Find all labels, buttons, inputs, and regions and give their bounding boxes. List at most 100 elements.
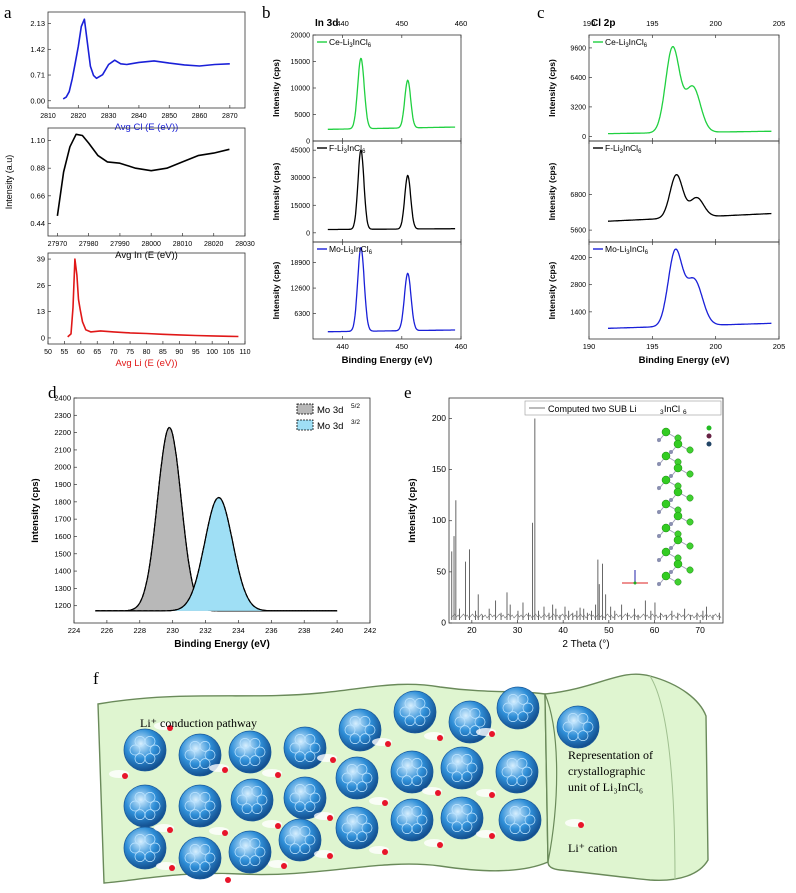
sphere-facet <box>582 721 594 733</box>
sphere-facet <box>239 855 251 867</box>
crystal-atom-in <box>657 510 661 514</box>
inset-legend-dot <box>706 425 712 431</box>
xps-spectrum <box>608 248 772 329</box>
xps-frame-3-1 <box>312 140 462 243</box>
y-tick-label: 2100 <box>54 445 71 454</box>
crystal-atom-cl <box>686 518 694 526</box>
x-tick-label: 27970 <box>48 241 68 248</box>
crystallographic-unit-sphere <box>228 730 272 774</box>
li-cation-legend <box>578 822 584 828</box>
x-tick-label: 234 <box>232 626 245 635</box>
crystal-atom-in <box>657 462 661 466</box>
sphere-facet <box>189 861 201 873</box>
sphere-body <box>393 690 437 734</box>
sphere-facet <box>459 725 471 737</box>
sphere-facet <box>309 742 321 754</box>
sphere-facet <box>134 753 146 765</box>
x-tick-label: 236 <box>265 626 278 635</box>
sphere-facet <box>144 735 156 747</box>
representation-label: crystallographic <box>568 764 645 778</box>
sphere-facet <box>446 812 458 824</box>
crystal-atom-cl <box>673 487 683 497</box>
li-cation <box>167 827 173 833</box>
y-tick-label: 6300 <box>294 311 310 318</box>
y-axis-label: Intensity (cps) <box>271 163 281 221</box>
crystallographic-unit-sphere <box>178 836 222 880</box>
x-tick-label: 110 <box>239 349 250 356</box>
y-tick-label: 20000 <box>291 33 311 40</box>
x-tick-label: 205 <box>773 342 786 351</box>
crystal-atom-in <box>669 522 673 526</box>
inset-legend-dot <box>706 441 712 447</box>
crystal-atom-cl <box>686 542 694 550</box>
crystal-atom-cl <box>686 470 694 478</box>
li-cation <box>385 741 391 747</box>
x-tick-label: 70 <box>110 349 118 356</box>
crystallographic-unit-sphere <box>123 728 167 772</box>
li-cation <box>275 823 281 829</box>
y-tick-label: 2.13 <box>30 19 45 28</box>
sphere-facet <box>184 852 196 864</box>
formula-part: F-Li <box>605 143 620 153</box>
sphere-facet <box>184 749 196 761</box>
li-cation <box>489 731 495 737</box>
plot-a3-frame <box>47 252 246 345</box>
sphere-facet <box>129 842 141 854</box>
y-tick-label: 1600 <box>54 532 71 541</box>
li-cation <box>435 790 441 796</box>
representation-label: Representation of <box>568 748 653 762</box>
xps-frame-3-0 <box>312 34 462 142</box>
sphere-facet <box>414 697 426 709</box>
sphere-body <box>335 806 379 850</box>
y-axis-label: Intensity (cps) <box>547 262 557 320</box>
sphere-body <box>495 750 539 794</box>
x-tick-label: 440 <box>336 342 349 351</box>
sheet-fold <box>649 675 676 881</box>
sphere-facet <box>129 744 141 756</box>
sphere-facet <box>149 842 161 854</box>
y-tick-label: 9600 <box>570 45 586 52</box>
sphere-body <box>335 756 379 800</box>
sphere-facet <box>501 766 513 778</box>
crystallographic-unit-sphere <box>495 750 539 794</box>
sphere-facet <box>251 785 263 797</box>
sphere-body <box>228 830 272 874</box>
x-tick-label: 190 <box>583 342 596 351</box>
x-tick-label: 2820 <box>71 113 87 120</box>
y-tick-label: 0.66 <box>30 191 45 200</box>
x-tick-label: 2860 <box>192 113 208 120</box>
top-tick-label: 450 <box>396 19 409 28</box>
sphere-facet <box>504 814 516 826</box>
li-cation <box>382 800 388 806</box>
sphere-facet <box>401 823 413 835</box>
spectrum-line-a1 <box>62 18 230 100</box>
sphere-facet <box>419 706 431 718</box>
x-tick-label: 2810 <box>40 113 56 120</box>
crystal-atom-cl <box>673 535 683 545</box>
sphere-facet <box>502 702 514 714</box>
crystallographic-unit-sphere <box>178 733 222 777</box>
crystallographic-unit-sphere <box>338 708 382 752</box>
x-tick-label: 55 <box>61 349 69 356</box>
legend-entry: F-Li3InCl6 <box>605 143 642 155</box>
crystal-atom-cl <box>661 451 671 461</box>
representation-label: unit of Li₃InCl₆ <box>568 780 643 794</box>
legend-superscript: 5/2 <box>351 403 360 410</box>
formula-part: 6 <box>645 250 649 256</box>
formula-part: 6 <box>638 149 642 155</box>
sphere-facet <box>359 715 371 727</box>
x-tick-label: 228 <box>134 626 147 635</box>
sphere-facet <box>404 715 416 727</box>
plot-a1-frame <box>47 11 246 109</box>
legend-entry: Mo 3d <box>317 421 343 432</box>
sphere-facet <box>562 721 574 733</box>
formula-part: InCl <box>623 143 638 153</box>
y-axis-label: Intensity (cps) <box>271 262 281 320</box>
x-tick-label: 50 <box>44 349 52 356</box>
sphere-facet <box>346 781 358 793</box>
legend-entry: Ce-Li3InCl6 <box>329 37 372 49</box>
y-tick-label: 26 <box>37 281 45 290</box>
top-tick-label: 200 <box>709 19 722 28</box>
crystal-atom-in <box>657 558 661 562</box>
plot-d-frame <box>73 397 371 624</box>
